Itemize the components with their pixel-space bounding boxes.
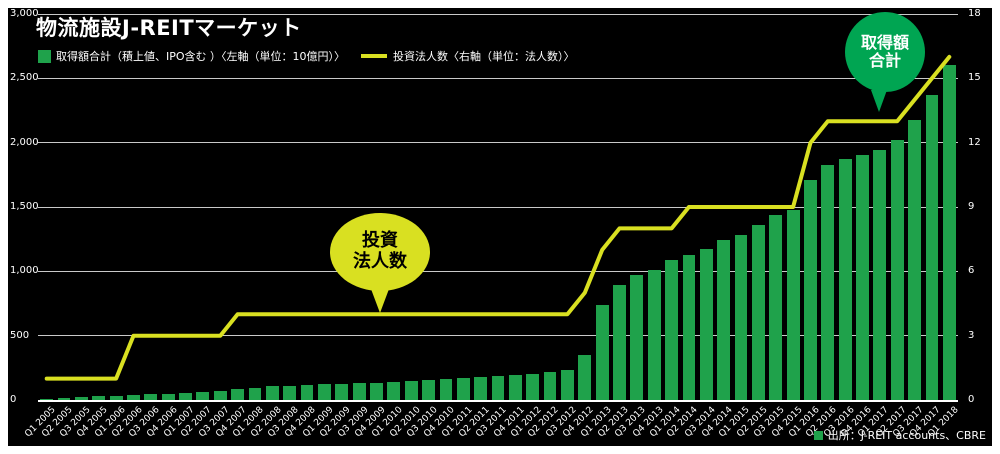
right-axis-tick-label: 6 — [968, 265, 975, 277]
bar — [925, 95, 939, 400]
legend: 取得額合計（積上値、IPO含む ）〈左軸（単位：10億円）〉 投資法人数〈右軸（… — [38, 48, 575, 64]
bar — [352, 383, 366, 400]
bar — [74, 397, 88, 400]
bar — [821, 164, 835, 400]
gridline — [38, 77, 958, 79]
left-axis-tick-label: 1,000 — [10, 265, 39, 277]
bar — [890, 140, 904, 400]
bar — [508, 375, 522, 400]
bar — [248, 387, 262, 400]
line-legend-swatch — [361, 54, 388, 58]
bar — [786, 209, 800, 400]
bar — [387, 381, 401, 400]
bar — [751, 225, 765, 400]
bar — [682, 254, 696, 400]
bar — [161, 393, 175, 400]
bar — [283, 385, 297, 400]
bar — [647, 270, 661, 400]
bar — [526, 374, 540, 400]
bar — [144, 394, 158, 400]
callout-pointer-icon — [371, 289, 389, 313]
bar — [317, 384, 331, 400]
right-axis-tick-label: 9 — [968, 201, 975, 212]
bar — [92, 396, 106, 400]
bar — [543, 372, 557, 400]
right-axis-tick-label: 12 — [968, 136, 981, 148]
source-note: 出所：J-REIT accounts、CBRE — [813, 427, 986, 443]
acquisition-total-callout-text-1: 取得額 — [860, 32, 909, 52]
line-legend-label: 投資法人数〈右軸（単位：法人数）〉 — [393, 50, 575, 63]
gridline — [38, 270, 958, 272]
line-count-callout-text-2: 法人数 — [353, 251, 407, 272]
bar — [40, 398, 54, 400]
left-axis-tick-label: 500 — [10, 329, 30, 341]
bar — [595, 304, 609, 400]
bar — [265, 386, 279, 400]
bar — [231, 389, 245, 400]
bar — [734, 235, 748, 400]
bar — [804, 179, 817, 400]
bar — [491, 376, 505, 400]
bar — [613, 284, 626, 400]
gridline — [38, 13, 958, 15]
bar — [439, 379, 453, 400]
right-axis-tick-label: 0 — [968, 394, 975, 405]
left-axis-tick-label: 2,000 — [10, 136, 39, 148]
callout-pointer-icon — [870, 90, 887, 112]
bar — [873, 149, 887, 400]
bar — [630, 275, 644, 400]
bar — [699, 249, 713, 400]
bar — [213, 390, 227, 400]
left-axis-tick-label: 0 — [10, 394, 17, 405]
acquisition-total-callout: 取得額 合計 — [845, 12, 925, 112]
acquisition-total-callout-text-2: 合計 — [868, 51, 901, 70]
bar — [769, 214, 783, 400]
bar — [717, 239, 731, 400]
source-text: 出所：J-REIT accounts、CBRE — [827, 429, 986, 442]
bar — [404, 380, 418, 400]
bar — [179, 392, 192, 400]
bar — [578, 354, 592, 400]
bar — [422, 380, 435, 400]
chart-title: 物流施設J-REITマーケット — [36, 16, 302, 40]
bar — [109, 395, 123, 400]
bar — [474, 377, 488, 400]
left-axis-tick-label: 1,500 — [10, 201, 39, 212]
bar — [456, 378, 470, 400]
gridline — [38, 335, 958, 337]
right-axis-tick-label: 15 — [968, 72, 981, 84]
bar — [127, 395, 140, 400]
bar — [57, 397, 71, 400]
bar-legend-swatch — [38, 49, 51, 63]
source-swatch-icon — [813, 430, 823, 440]
bar — [335, 383, 349, 400]
bar — [856, 154, 869, 400]
right-axis-tick-label: 18 — [968, 8, 981, 19]
left-axis-tick-label: 2,500 — [10, 72, 39, 84]
line-count-callout: 投資 法人数 — [330, 213, 430, 313]
bar — [908, 119, 922, 400]
bar — [942, 65, 956, 400]
line-count-callout-text-1: 投資 — [362, 230, 398, 252]
bar — [561, 369, 574, 400]
left-axis-tick-label: 3,000 — [10, 8, 39, 19]
bar-legend-label: 取得額合計（積上値、IPO含む ）〈左軸（単位：10億円）〉 — [56, 50, 346, 63]
bar — [196, 392, 210, 400]
bar — [665, 259, 678, 400]
bar — [370, 382, 383, 400]
gridline — [38, 206, 958, 208]
gridline — [38, 142, 958, 144]
bar — [838, 159, 852, 400]
bar — [300, 384, 314, 400]
right-axis-tick-label: 3 — [968, 329, 975, 341]
gridline — [38, 399, 958, 402]
